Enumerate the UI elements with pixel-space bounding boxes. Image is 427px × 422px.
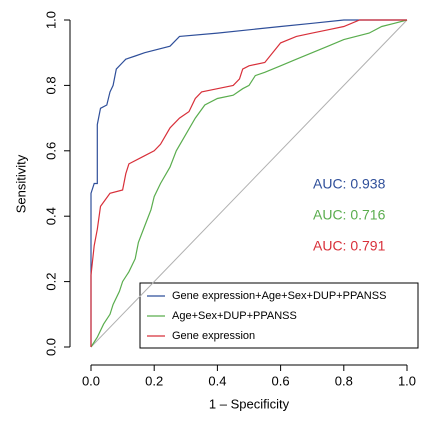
reference-line [90,19,408,348]
roc-curve [90,19,408,348]
y-tick-label: 0.4 [43,207,58,225]
auc-annotation: AUC: 0.716 [313,207,386,223]
x-tick-label: 0.2 [145,373,163,388]
legend-label: Gene expression [172,330,255,342]
y-tick-label: 0.8 [43,76,58,94]
auc-annotation: AUC: 0.938 [313,176,386,192]
legend-box [139,282,419,349]
x-tick-label: 0.4 [208,373,226,388]
y-tick-label: 0.6 [43,142,58,160]
x-tick-label: 0.6 [272,373,290,388]
y-tick-label: 1.0 [43,11,58,29]
roc-curve [90,19,407,347]
x-tick-label: 1.0 [398,373,416,388]
legend-label: Gene expression+Age+Sex+DUP+PPANSS [172,290,386,302]
x-tick-label: 0.8 [335,373,353,388]
x-axis-label: 1 – Specificity [209,396,290,411]
y-axis-label: Sensitivity [13,154,28,213]
roc-curve [90,19,407,347]
y-tick-label: 0.2 [43,273,58,291]
auc-annotation: AUC: 0.791 [313,238,386,254]
legend-label: Age+Sex+DUP+PPANSS [172,310,297,322]
x-tick-label: 0.0 [82,373,100,388]
y-tick-label: 0.0 [43,338,58,356]
